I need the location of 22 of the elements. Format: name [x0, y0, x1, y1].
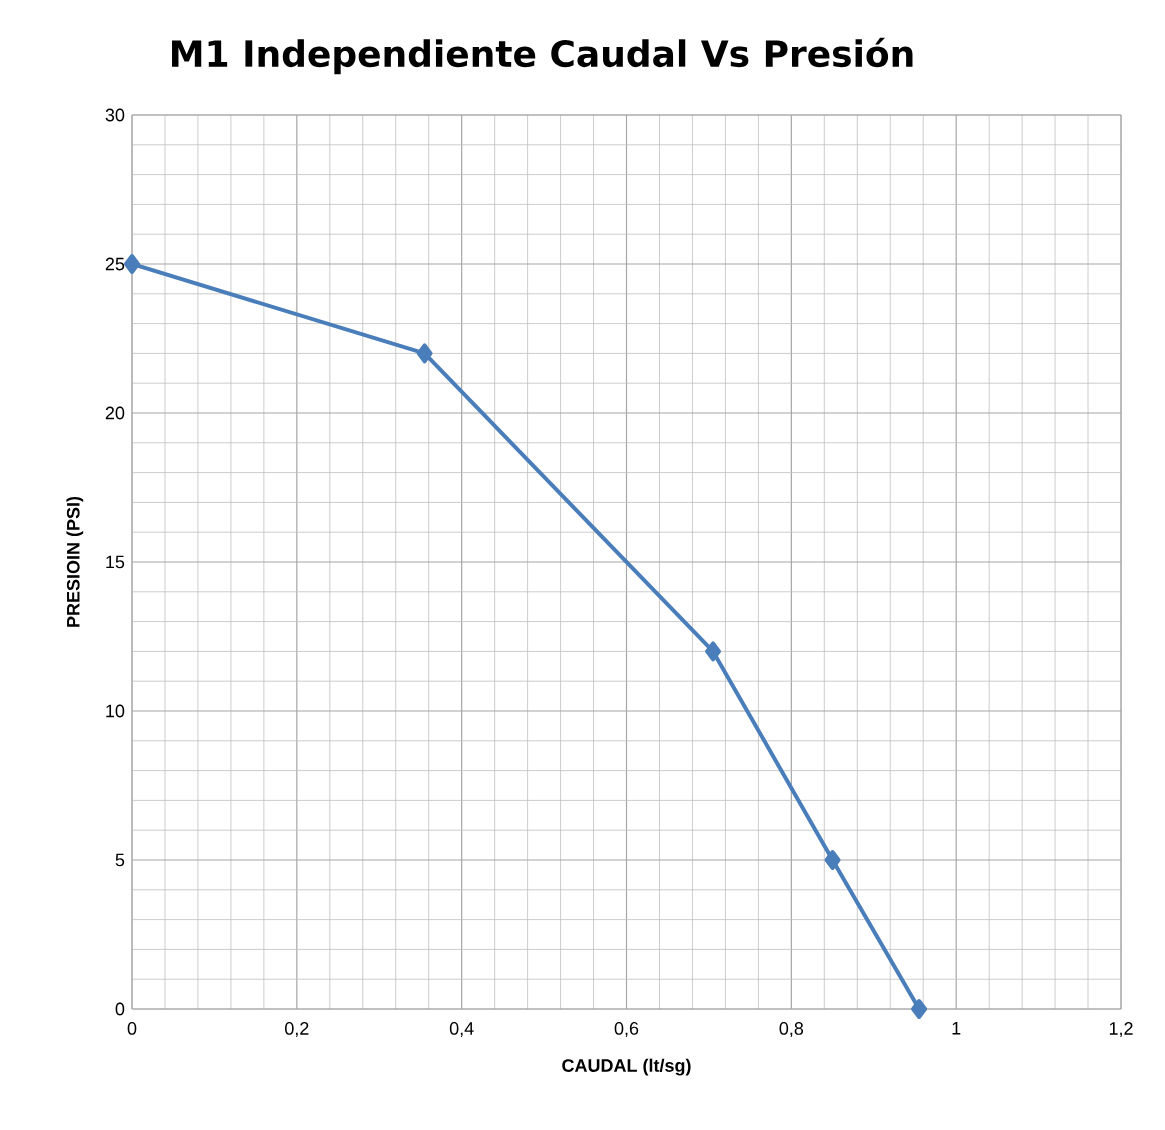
x-axis-title: CAUDAL (lt/sg): [562, 1058, 691, 1076]
y-tick-label: 0: [115, 1002, 125, 1016]
y-tick-label: 30: [105, 108, 125, 122]
x-tick-label: 0,8: [779, 1022, 804, 1037]
y-tick-label: 10: [106, 704, 125, 718]
point: [124, 254, 140, 274]
x-tick-label: 0,2: [285, 1022, 309, 1037]
y-tick-label: 15: [106, 555, 125, 569]
x-tick-label: 0: [127, 1022, 137, 1035]
y-tick-label: 5: [115, 853, 125, 867]
chart-title: M1 Independiente Caudal Vs Presión: [172, 37, 913, 75]
y-tick-label: 25: [105, 257, 125, 271]
x-tick-label: 0,6: [614, 1022, 639, 1037]
x-tick-label: 0,4: [449, 1022, 474, 1037]
x-tick-label: 1: [952, 1022, 961, 1035]
x-tick-label: 1,2: [1109, 1022, 1133, 1037]
point: [824, 850, 841, 870]
y-tick-label: 20: [105, 406, 125, 420]
point: [705, 641, 722, 662]
y-axis-title: PRESIOIN (PSI): [66, 496, 84, 627]
point: [416, 343, 433, 364]
point: [911, 999, 928, 1019]
